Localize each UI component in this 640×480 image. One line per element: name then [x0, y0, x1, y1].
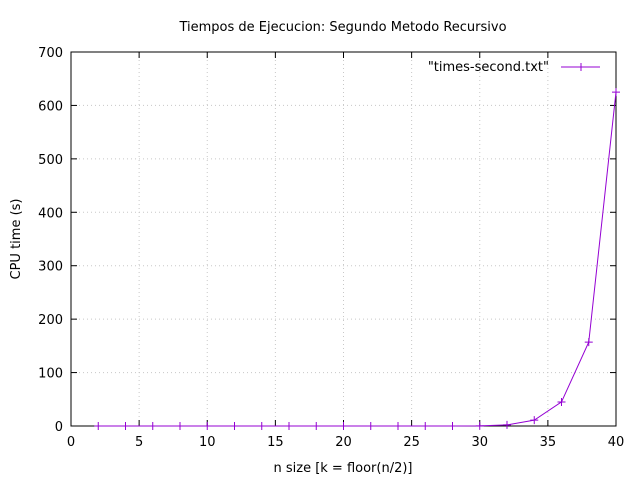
x-tick-label: 15 — [267, 435, 284, 450]
data-point-marker — [394, 422, 402, 430]
y-axis-label: CPU time (s) — [9, 199, 24, 280]
data-point-marker — [530, 416, 539, 425]
x-axis-label: n size [k = floor(n/2)] — [273, 461, 412, 476]
data-point-marker — [176, 422, 184, 430]
x-tick-label: 30 — [471, 435, 488, 450]
y-tick-label: 100 — [38, 367, 63, 382]
data-point-marker — [94, 422, 103, 430]
y-tick-label: 200 — [38, 313, 63, 328]
data-point-marker — [339, 422, 348, 430]
data-point-marker — [557, 397, 566, 406]
x-tick-label: 10 — [199, 435, 216, 450]
x-tick-label: 40 — [608, 435, 625, 450]
legend: "times-second.txt" — [428, 60, 600, 75]
y-tick-label: 600 — [38, 99, 63, 114]
data-point-marker — [285, 422, 293, 430]
data-point-marker — [366, 422, 375, 430]
x-tick-label: 25 — [403, 435, 420, 450]
y-tick-label: 400 — [38, 206, 63, 221]
chart-title: Tiempos de Ejecucion: Segundo Metodo Rec… — [178, 20, 506, 35]
y-tick-label: 500 — [38, 153, 63, 168]
x-tick-label: 0 — [67, 435, 75, 450]
y-tick-label: 300 — [38, 260, 63, 275]
data-point-marker — [230, 422, 239, 430]
data-point-marker — [203, 422, 212, 430]
data-point-marker — [257, 422, 266, 430]
data-point-marker — [121, 422, 130, 430]
data-point-marker — [612, 88, 620, 97]
data-point-marker — [421, 422, 430, 430]
data-point-marker — [448, 422, 457, 430]
grid-lines — [71, 52, 616, 426]
x-tick-label: 35 — [540, 435, 557, 450]
series-layer — [94, 88, 620, 430]
x-tick-label: 5 — [135, 435, 143, 450]
y-tick-label: 0 — [55, 420, 63, 435]
legend-marker — [577, 63, 585, 71]
series-line — [98, 92, 617, 427]
data-point-marker — [503, 420, 511, 429]
data-point-marker — [148, 422, 157, 430]
data-point-marker — [584, 338, 593, 347]
y-tick-label: 700 — [38, 46, 63, 61]
x-tick-label: 20 — [335, 435, 352, 450]
data-point-marker — [475, 421, 484, 430]
legend-entry-label: "times-second.txt" — [428, 60, 549, 75]
data-point-marker — [312, 422, 321, 430]
